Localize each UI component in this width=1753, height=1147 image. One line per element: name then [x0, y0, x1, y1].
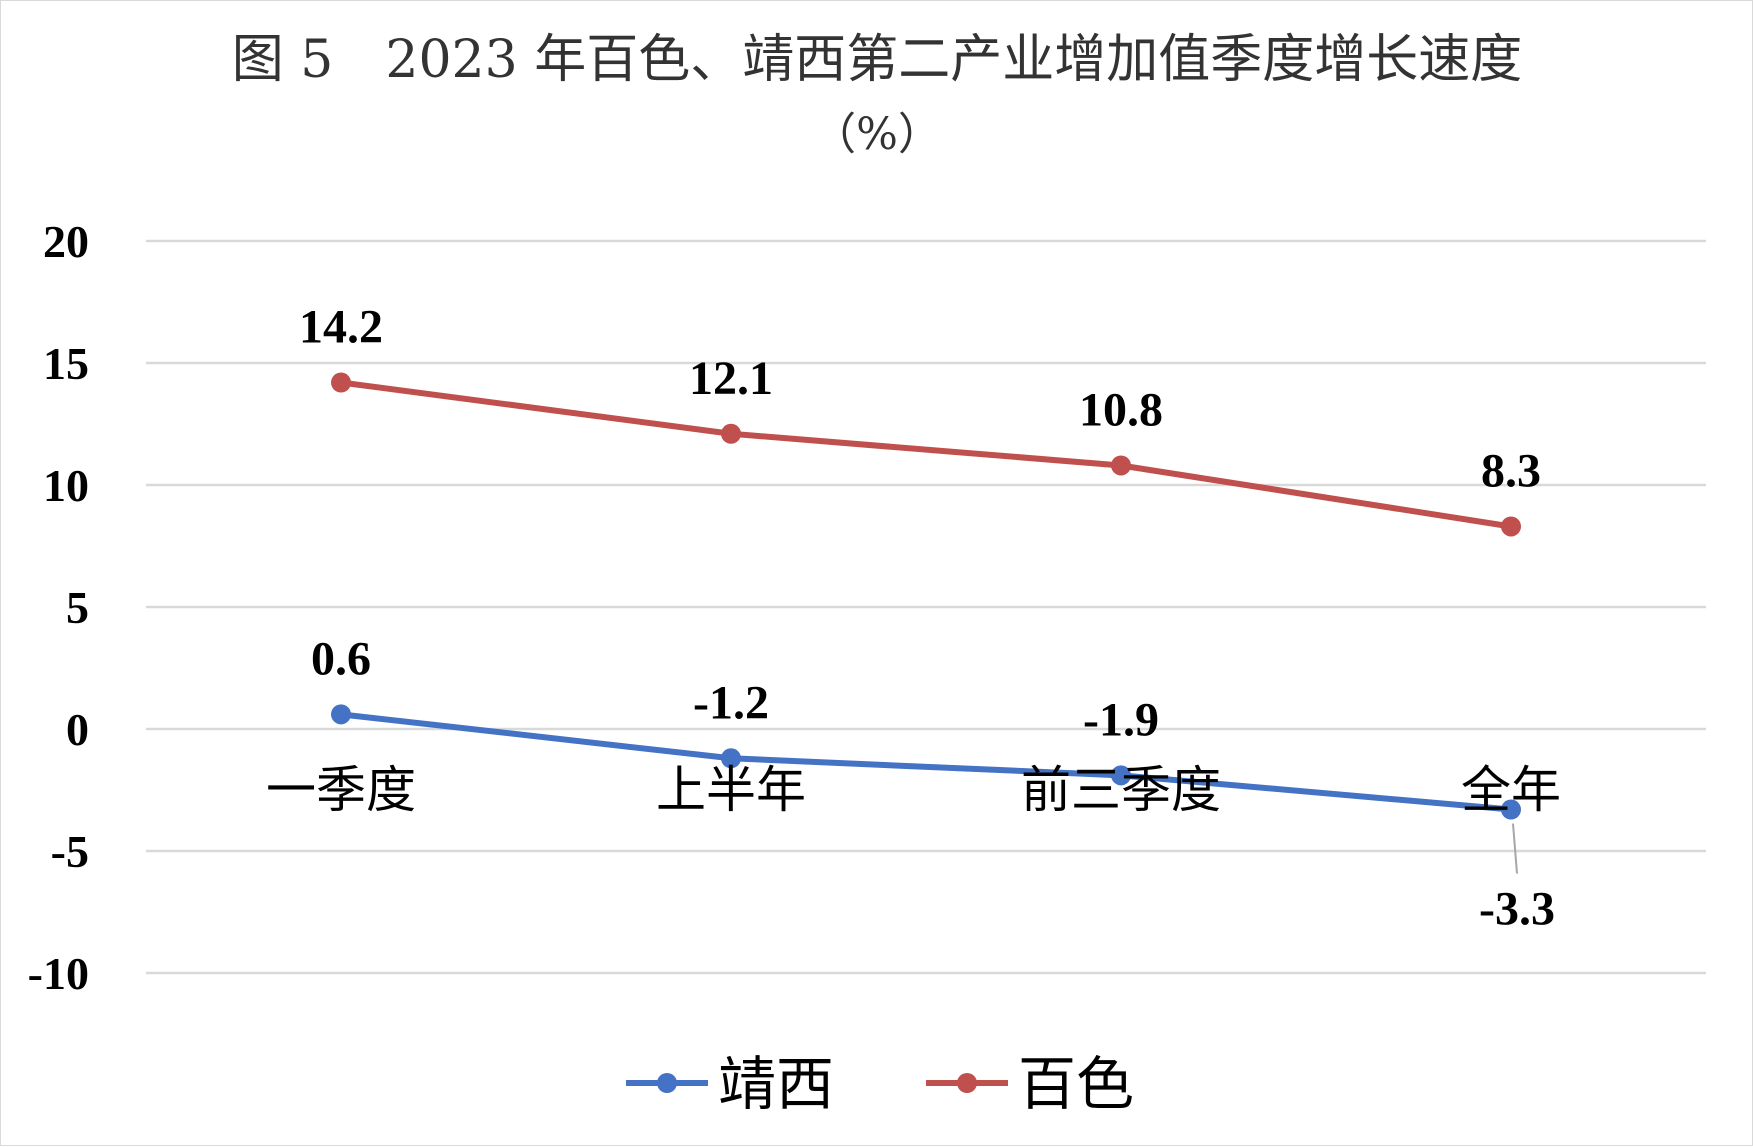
legend: 靖西 百色: [626, 1050, 1134, 1118]
y-axis-ticks: 20 15 10 5 0 -5 -10: [28, 216, 89, 999]
chart-title: 图 5 2023 年百色、靖西第二产业增加值季度增长速度: [232, 30, 1522, 90]
data-label: 12.1: [689, 352, 773, 405]
y-tick-label: -10: [28, 948, 89, 999]
label-leader-line: [1512, 823, 1518, 874]
y-tick-label: 10: [43, 460, 89, 511]
legend-label: 靖西: [718, 1050, 834, 1118]
data-labels: 0.6 -1.2 -1.9 -3.3 14.2 12.1 10.8 8.3: [299, 301, 1555, 936]
data-point: [1501, 516, 1521, 537]
series-line-0: [340, 711, 1512, 813]
y-tick-label: 0: [66, 704, 89, 755]
data-point: [721, 748, 741, 769]
chart-unit-subtitle: （%）: [812, 109, 942, 160]
data-label: 8.3: [1481, 444, 1541, 497]
data-point: [721, 423, 741, 444]
y-tick-label: 20: [43, 216, 89, 267]
gridlines: [146, 239, 1706, 975]
x-tick-label: 上半年: [656, 761, 806, 819]
x-tick-label: 一季度: [266, 761, 416, 819]
data-label: 14.2: [299, 301, 383, 354]
data-point: [1501, 799, 1521, 820]
data-point: [331, 372, 351, 393]
y-tick-label: -5: [51, 826, 89, 877]
data-label: -1.9: [1083, 693, 1159, 746]
series-line-1: [340, 379, 1512, 530]
data-point: [1111, 455, 1131, 476]
y-tick-label: 5: [66, 582, 89, 633]
series-lines: [331, 372, 1521, 820]
legend-label: 百色: [1018, 1050, 1134, 1118]
data-point: [1111, 765, 1131, 786]
data-label: -1.2: [693, 676, 769, 729]
legend-swatch-marker: [657, 1073, 677, 1093]
x-tick-label: 全年: [1461, 761, 1561, 819]
x-tick-label: 前三季度: [1021, 761, 1221, 819]
data-label: -3.3: [1479, 883, 1555, 936]
x-axis-ticks: 一季度 上半年 前三季度 全年: [266, 761, 1561, 819]
y-tick-label: 15: [43, 338, 89, 389]
data-point: [331, 704, 351, 725]
data-label: 0.6: [311, 632, 371, 685]
legend-swatch-marker: [957, 1073, 977, 1093]
data-label: 10.8: [1079, 383, 1163, 436]
